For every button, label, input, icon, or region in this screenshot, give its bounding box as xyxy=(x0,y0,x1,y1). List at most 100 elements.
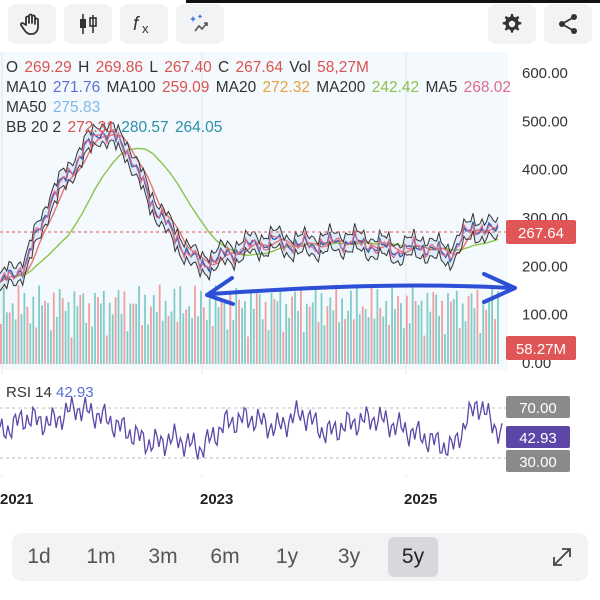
volume-bar xyxy=(76,306,79,364)
x-tick-label: 2021 xyxy=(0,491,33,508)
volume-bar xyxy=(470,293,473,364)
volume-bar xyxy=(373,318,376,364)
volume-bar xyxy=(376,289,379,364)
volume-bar xyxy=(241,307,243,364)
volume-bar xyxy=(94,293,96,364)
volume-bar xyxy=(32,296,35,364)
volume-bar xyxy=(155,312,158,364)
volume-bar xyxy=(205,319,208,364)
volume-bar xyxy=(267,330,270,364)
volume-bar xyxy=(450,301,452,364)
bollinger-lower-line xyxy=(0,139,499,292)
ma20-value: 272.32 xyxy=(262,79,310,96)
volume-bar xyxy=(282,331,285,364)
rsi-upper-value: 70.00 xyxy=(519,400,557,417)
y-tick-label: 100.00 xyxy=(522,307,568,324)
volume-bar xyxy=(29,323,32,364)
period-1d-button[interactable]: 1d xyxy=(27,545,51,568)
volume-bar xyxy=(14,319,17,364)
period-5y-button[interactable]: 5y xyxy=(388,537,438,577)
volume-bar xyxy=(220,298,223,364)
ma5-label: MA5 xyxy=(425,79,458,96)
rsi-current-value: 42.93 xyxy=(519,430,557,447)
volume-label: Vol xyxy=(289,59,311,76)
volume-bar xyxy=(455,290,458,364)
volume-bar xyxy=(341,298,343,364)
volume-bar xyxy=(244,301,246,364)
volume-bar xyxy=(426,292,429,364)
y-tick-label: 600.00 xyxy=(522,65,568,82)
rsi-value-badge: 42.93 xyxy=(506,426,570,448)
volume-bar xyxy=(176,321,179,364)
volume-bar xyxy=(367,317,370,364)
volume-bar xyxy=(161,320,164,364)
volume-bar xyxy=(344,319,346,364)
volume-bar xyxy=(444,334,446,364)
period-3y-button[interactable]: 3y xyxy=(337,545,361,568)
volume-bar xyxy=(82,293,85,364)
volume-bar xyxy=(20,314,23,364)
volume-bar xyxy=(358,314,361,364)
rsi-upper-badge: 70.00 xyxy=(506,396,570,418)
volume-bar xyxy=(229,294,232,364)
volume-bar xyxy=(297,311,299,364)
volume-bar xyxy=(326,306,329,364)
price-chart[interactable]: 600.00500.00400.00300.00200.00100.000.00… xyxy=(0,52,600,532)
volume-bar xyxy=(235,288,238,364)
period-1m-button[interactable]: 1m xyxy=(86,545,116,568)
high-value: 269.86 xyxy=(95,59,144,76)
ma100-value: 259.09 xyxy=(161,79,210,96)
ma10-label: MA10 xyxy=(6,79,47,96)
volume-bar xyxy=(264,301,267,364)
volume-bar xyxy=(170,311,173,364)
volume-bar xyxy=(167,315,170,364)
volume-bar xyxy=(335,284,338,364)
chart-type-button[interactable] xyxy=(64,4,112,44)
volume-bar xyxy=(111,314,114,364)
last-price-value: 267.64 xyxy=(518,225,564,242)
volume-bar xyxy=(405,295,408,364)
ma50-label: MA50 xyxy=(6,99,47,116)
indicators-button[interactable]: f x xyxy=(120,4,168,44)
volume-bar xyxy=(61,298,64,364)
toolbar: f x xyxy=(0,0,600,52)
volume-bar xyxy=(17,285,20,364)
volume-bar xyxy=(144,294,146,364)
volume-bar xyxy=(320,293,323,364)
volume-bar xyxy=(64,311,67,364)
ma100-label: MA100 xyxy=(106,79,156,96)
period-selector: 1d 1m 3m 6m 1y 3y 5y xyxy=(12,533,588,581)
open-value: 269.29 xyxy=(24,59,72,76)
volume-bar xyxy=(361,306,364,364)
volume-bar xyxy=(11,303,14,364)
cursor-mode-button[interactable] xyxy=(8,4,56,44)
expand-icon[interactable] xyxy=(550,545,574,569)
share-button[interactable] xyxy=(544,4,592,44)
period-6m-button[interactable]: 6m xyxy=(210,545,240,568)
volume-bar xyxy=(202,307,205,364)
volume-bar xyxy=(238,299,240,364)
volume-bar xyxy=(70,337,73,364)
share-icon xyxy=(559,14,577,34)
volume-bar xyxy=(347,310,349,364)
volume-bar xyxy=(73,291,76,364)
low-value: 267.40 xyxy=(164,59,212,76)
volume-bar xyxy=(152,295,155,364)
volume-bar xyxy=(5,312,8,364)
y-tick-label: 400.00 xyxy=(522,162,568,179)
ma20-line xyxy=(0,133,499,283)
high-label: H xyxy=(78,59,90,76)
rsi-line xyxy=(0,396,503,460)
volume-bar xyxy=(85,322,88,364)
volume-badge: 58.27M xyxy=(506,336,576,360)
period-3m-button[interactable]: 3m xyxy=(148,545,178,568)
volume-bar xyxy=(329,297,332,364)
period-1y-button[interactable]: 1y xyxy=(275,545,299,568)
volume-bar xyxy=(26,306,29,364)
volume-bar xyxy=(273,299,276,364)
settings-button[interactable] xyxy=(488,4,536,44)
drawing-tools-button[interactable] xyxy=(176,4,224,44)
volume-bar xyxy=(350,290,352,364)
volume-bar xyxy=(497,291,499,364)
